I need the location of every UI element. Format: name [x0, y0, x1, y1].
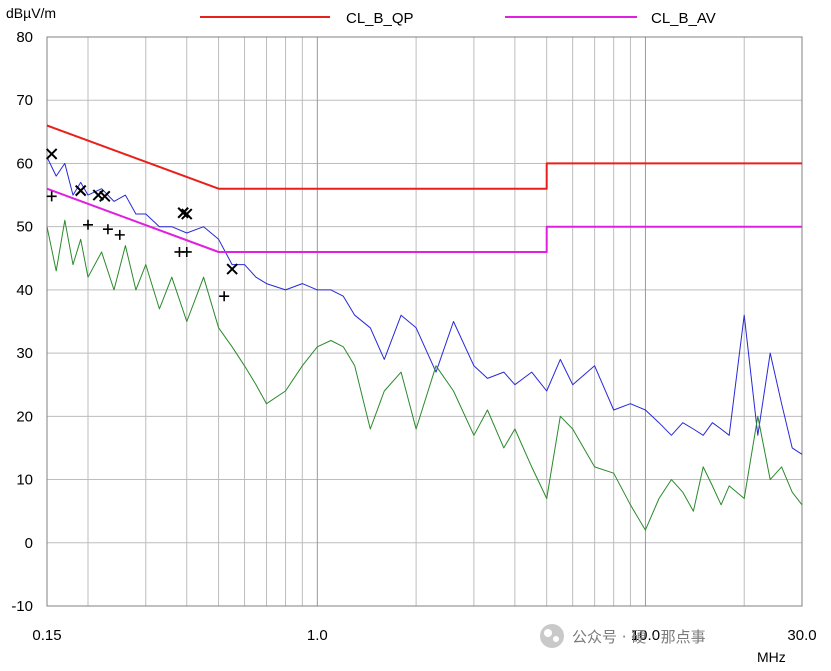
y-tick-label: 80 — [16, 29, 33, 46]
limit-line-cl_b_av — [46, 187, 802, 253]
y-tick-label: -10 — [11, 598, 33, 615]
qp-marker — [177, 207, 189, 219]
x-tick-label: 30.0 — [787, 627, 816, 644]
y-tick-label: 0 — [25, 535, 33, 552]
legend-label-av: CL_B_AV — [651, 10, 716, 27]
qp-marker — [181, 208, 193, 220]
legend-label-qp: CL_B_QP — [346, 10, 414, 27]
av-marker — [102, 224, 113, 235]
y-tick-label: 10 — [16, 472, 33, 489]
peak-trace-line — [46, 156, 803, 455]
average-trace-line — [46, 219, 803, 531]
watermark: 公众号 · 硬 · 那点事 — [540, 624, 706, 648]
markers — [45, 148, 238, 302]
watermark-text: 公众号 · 硬 · 那点事 — [572, 628, 706, 646]
av-marker — [46, 191, 57, 202]
y-tick-label: 40 — [16, 282, 33, 299]
y-tick-label: 60 — [16, 155, 33, 172]
av-marker — [181, 246, 192, 257]
y-tick-label: 50 — [16, 219, 33, 236]
series — [46, 124, 803, 531]
y-tick-label: 20 — [16, 408, 33, 425]
x-tick-label: 10.0 — [631, 627, 660, 644]
y-tick-label: 30 — [16, 345, 33, 362]
axis-ticks: -10 0 10 20 30 40 50 60 70 80 0.15 1.0 10.0 30.0 — [11, 29, 816, 644]
qp-marker — [45, 148, 58, 160]
qp-marker — [226, 263, 238, 275]
wechat-logo-icon — [540, 624, 564, 648]
wechat-logo-bubble-small-icon — [553, 636, 559, 642]
wechat-logo-bubble-icon — [544, 629, 552, 637]
x-axis-unit: MHz — [757, 649, 786, 665]
av-marker — [114, 229, 125, 240]
y-axis-unit: dBµV/m — [6, 5, 56, 21]
y-tick-label: 70 — [16, 92, 33, 109]
av-marker — [219, 291, 230, 302]
plot-frame — [46, 36, 803, 607]
grid — [47, 36, 803, 607]
qp-marker — [99, 190, 111, 203]
limit-line-cl_b_qp — [46, 124, 802, 190]
av-marker — [82, 219, 93, 230]
x-tick-label: 0.15 — [32, 627, 61, 644]
x-tick-label: 1.0 — [307, 627, 328, 644]
qp-marker — [74, 184, 87, 197]
legend: CL_B_QP CL_B_AV — [200, 10, 716, 27]
